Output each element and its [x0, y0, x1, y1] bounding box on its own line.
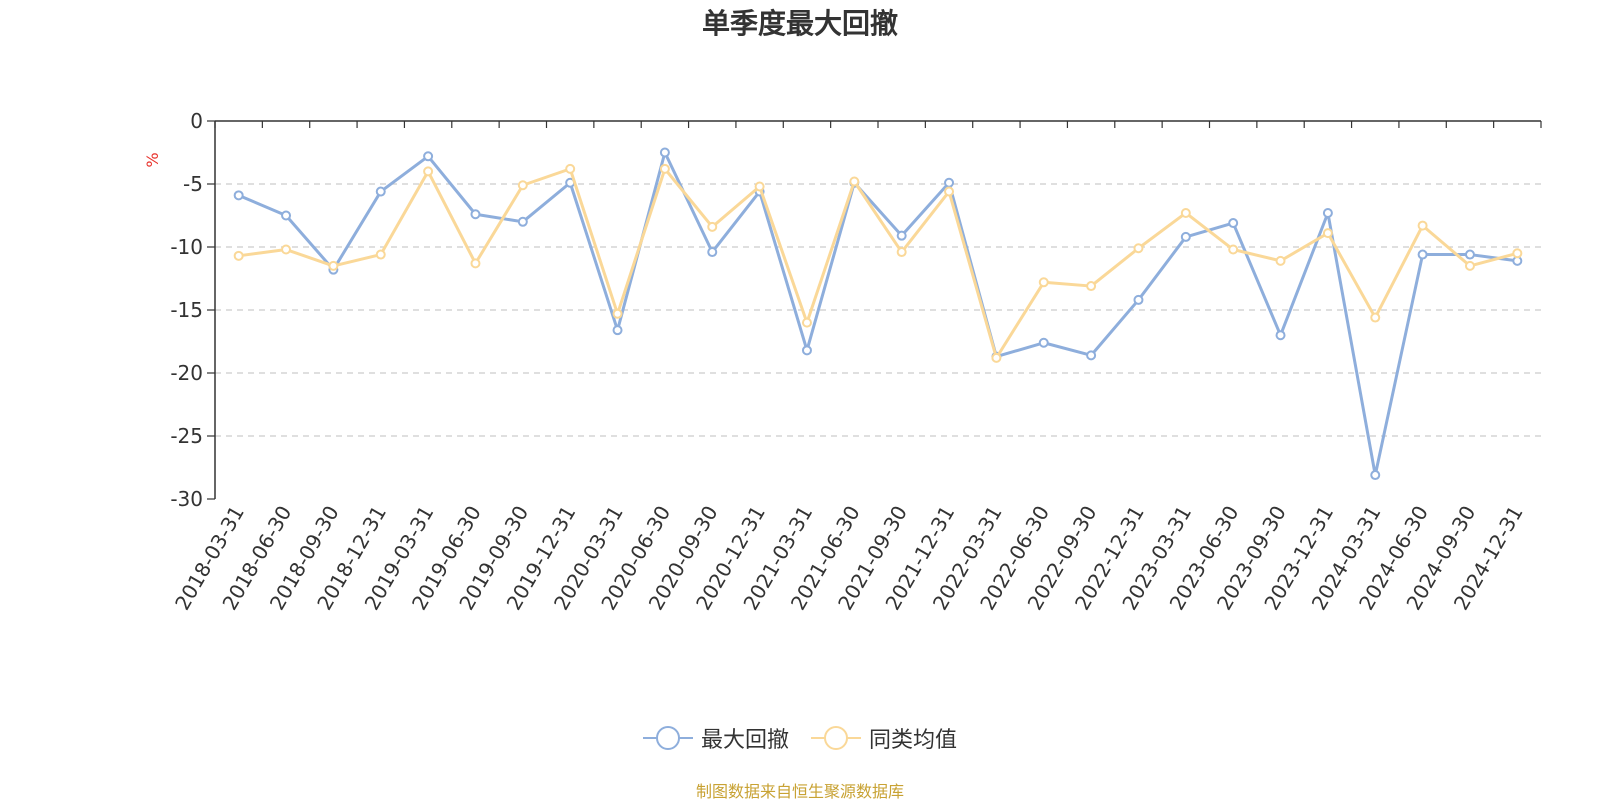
series-line	[238, 151, 1518, 477]
series	[233, 147, 1523, 481]
y-tick-label: 0	[190, 109, 203, 133]
data-point	[375, 249, 386, 260]
y-tick-label: -25	[170, 424, 203, 448]
data-point	[896, 230, 907, 241]
chart-title: 单季度最大回撤	[701, 7, 898, 40]
grid-lines	[215, 183, 1541, 437]
data-point	[801, 345, 812, 356]
legend-marker-peer-average	[811, 726, 861, 750]
y-tick-label: -15	[170, 298, 203, 322]
data-point	[754, 181, 765, 192]
legend-item-max-drawdown[interactable]: 最大回撤	[642, 722, 789, 754]
data-point	[1417, 220, 1428, 231]
legend-item-peer-average[interactable]: 同类均值	[811, 722, 957, 754]
y-tick-label: -10	[170, 235, 203, 259]
data-point	[517, 216, 528, 227]
y-tick-label: -20	[170, 361, 203, 385]
source-note: 制图数据来自恒生聚源数据库	[695, 782, 904, 801]
data-point	[233, 190, 244, 201]
y-tick-label: -30	[170, 487, 203, 511]
data-point	[1464, 260, 1475, 271]
data-point	[281, 244, 292, 255]
data-point	[707, 247, 718, 258]
data-point	[565, 163, 576, 174]
data-point	[1275, 330, 1286, 341]
data-point	[1038, 337, 1049, 348]
data-point	[707, 221, 718, 232]
data-point	[896, 247, 907, 258]
data-point	[1228, 218, 1239, 229]
series-line	[238, 167, 1518, 360]
data-point	[801, 317, 812, 328]
data-point	[1180, 207, 1191, 218]
data-point	[1275, 255, 1286, 266]
data-point	[1086, 281, 1097, 292]
data-point	[281, 210, 292, 221]
data-point	[1133, 294, 1144, 305]
data-point	[1038, 277, 1049, 288]
data-point	[423, 151, 434, 162]
data-point	[991, 352, 1002, 363]
data-point	[423, 166, 434, 177]
data-point	[1228, 244, 1239, 255]
series-max-drawdown	[233, 147, 1523, 481]
data-point	[1417, 249, 1428, 260]
data-point	[612, 325, 623, 336]
legend-label-peer-average: 同类均值	[869, 728, 958, 753]
data-point	[1370, 312, 1381, 323]
series-peer-average	[233, 163, 1523, 363]
data-point	[1370, 470, 1381, 481]
data-point	[1180, 231, 1191, 242]
data-point	[233, 250, 244, 261]
data-point	[1464, 249, 1475, 260]
data-point	[612, 308, 623, 319]
legend-label-max-drawdown: 最大回撤	[700, 728, 789, 753]
data-point	[470, 209, 481, 220]
legend: 最大回撤 同类均值	[0, 722, 1600, 754]
data-point	[470, 258, 481, 269]
data-point	[1086, 350, 1097, 361]
data-point	[849, 176, 860, 187]
data-point	[659, 147, 670, 158]
data-point	[1512, 248, 1523, 259]
data-point	[659, 163, 670, 174]
data-point	[1322, 228, 1333, 239]
data-point	[517, 180, 528, 191]
data-point	[1133, 243, 1144, 254]
legend-marker-max-drawdown	[642, 726, 693, 750]
y-axis-label: %	[143, 152, 162, 167]
data-point	[944, 186, 955, 197]
y-tick-label: -5	[183, 172, 203, 196]
data-point	[944, 177, 955, 188]
data-point	[375, 186, 386, 197]
data-point	[1322, 207, 1333, 218]
data-point	[328, 260, 339, 271]
